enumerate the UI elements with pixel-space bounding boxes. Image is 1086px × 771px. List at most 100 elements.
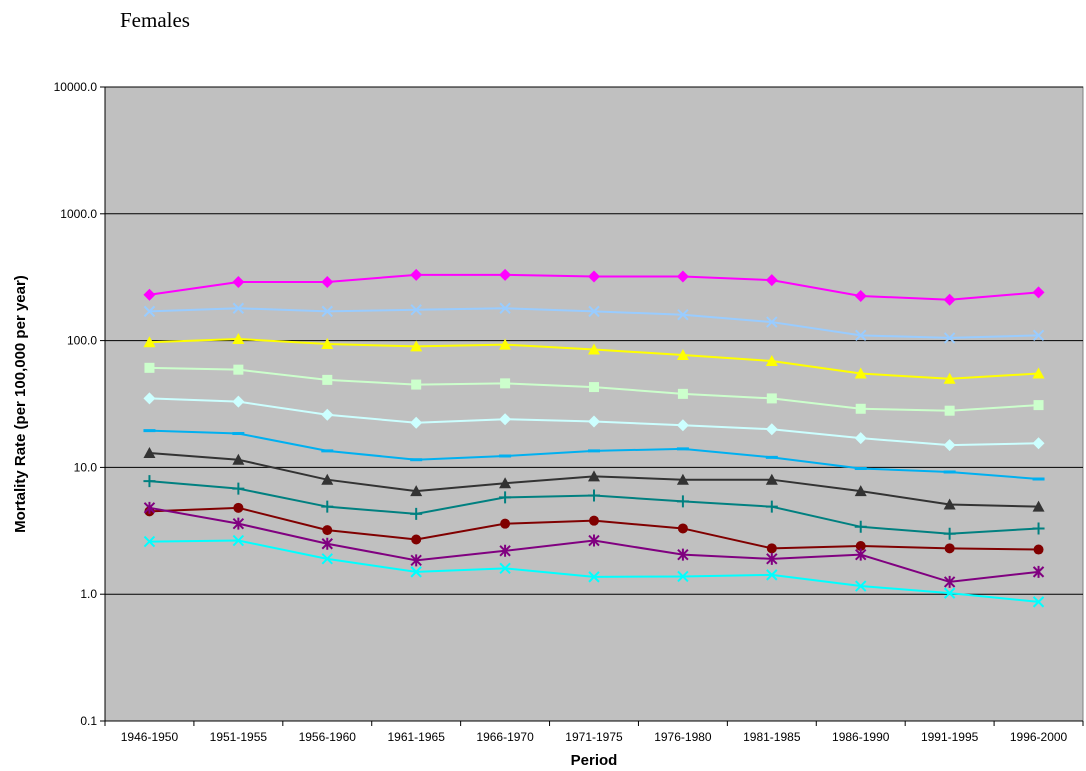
data-point xyxy=(143,288,156,301)
data-point xyxy=(943,439,956,452)
data-point xyxy=(766,552,778,565)
data-point xyxy=(677,570,689,583)
data-point xyxy=(588,534,600,547)
x-tick-label: 1991-1995 xyxy=(921,730,979,744)
data-point xyxy=(143,535,156,548)
data-point xyxy=(143,429,156,433)
data-point xyxy=(410,507,423,520)
data-point xyxy=(943,293,956,306)
data-point xyxy=(854,289,867,302)
data-point xyxy=(143,392,156,405)
data-point xyxy=(1032,367,1045,379)
data-point xyxy=(766,393,777,404)
data-point xyxy=(765,473,778,485)
data-point xyxy=(677,548,689,561)
data-point xyxy=(854,367,867,379)
data-point xyxy=(143,305,156,318)
data-point xyxy=(410,485,423,497)
series-2 xyxy=(143,302,1045,344)
data-point xyxy=(854,485,867,497)
data-point xyxy=(143,336,156,348)
x-tick-label: 1946-1950 xyxy=(121,730,179,744)
data-point xyxy=(1032,522,1045,535)
data-point xyxy=(854,520,867,533)
y-axis-ticks: 0.1 1.0 10.0 100.0 1000.0 10000.0 xyxy=(54,80,106,728)
data-point xyxy=(765,423,778,436)
data-point xyxy=(143,501,156,514)
data-point xyxy=(1032,477,1045,481)
data-point xyxy=(943,587,956,599)
data-point xyxy=(943,498,956,510)
series-8 xyxy=(143,475,1045,540)
series-10 xyxy=(143,501,1045,588)
data-point xyxy=(232,517,245,530)
data-point xyxy=(144,362,155,373)
series-7 xyxy=(143,446,1045,512)
data-point xyxy=(232,395,245,408)
series-3 xyxy=(143,332,1045,384)
series-6 xyxy=(143,429,1045,481)
data-point xyxy=(410,566,422,578)
y-tick-label: 1.0 xyxy=(80,587,97,601)
data-point xyxy=(233,364,244,375)
data-point xyxy=(943,470,956,474)
data-point xyxy=(499,562,511,575)
data-point xyxy=(232,432,245,436)
data-point xyxy=(943,332,956,344)
series-group xyxy=(143,268,1045,608)
data-point xyxy=(588,470,600,482)
gridlines xyxy=(105,86,1083,722)
series-4 xyxy=(144,362,1044,416)
data-point xyxy=(676,495,689,508)
data-point xyxy=(765,455,778,459)
data-point xyxy=(322,525,333,536)
data-point xyxy=(676,270,689,283)
data-point xyxy=(588,270,600,283)
data-point xyxy=(410,458,423,462)
data-point xyxy=(766,569,778,581)
data-point xyxy=(766,316,778,328)
data-point xyxy=(677,523,688,534)
data-point xyxy=(677,309,689,321)
y-tick-label: 10000.0 xyxy=(54,80,98,94)
data-point xyxy=(944,543,955,554)
series-1 xyxy=(143,268,1045,306)
y-tick-label: 10.0 xyxy=(74,460,98,474)
x-tick-label: 1951-1955 xyxy=(210,730,268,744)
plot-area xyxy=(104,86,1084,722)
data-point xyxy=(500,378,511,389)
data-point xyxy=(855,403,866,414)
data-point xyxy=(1033,400,1044,411)
data-point xyxy=(499,477,512,489)
data-point xyxy=(232,302,245,314)
data-point xyxy=(1033,544,1044,555)
data-point xyxy=(321,553,333,565)
x-tick-label: 1971-1975 xyxy=(565,730,623,744)
data-point xyxy=(855,540,866,551)
data-point xyxy=(855,548,867,561)
data-point xyxy=(232,534,245,547)
data-point xyxy=(676,419,689,432)
x-tick-label: 1966-1970 xyxy=(476,730,534,744)
x-tick-label: 1961-1965 xyxy=(387,730,445,744)
data-point xyxy=(232,332,245,344)
data-point xyxy=(499,544,511,557)
chart-title: Females xyxy=(120,8,190,32)
data-point xyxy=(943,527,956,540)
data-point xyxy=(588,305,600,318)
data-point xyxy=(944,405,955,416)
data-point xyxy=(588,343,600,355)
data-point xyxy=(499,268,512,281)
data-point xyxy=(410,554,422,567)
data-point xyxy=(499,302,511,314)
y-tick-label: 0.1 xyxy=(80,714,97,728)
data-point xyxy=(411,379,422,390)
data-point xyxy=(321,473,334,485)
data-point xyxy=(410,416,423,429)
data-point xyxy=(1032,596,1045,608)
data-point xyxy=(855,329,867,342)
data-point xyxy=(499,338,512,350)
data-point xyxy=(676,473,689,485)
data-point xyxy=(943,372,956,384)
